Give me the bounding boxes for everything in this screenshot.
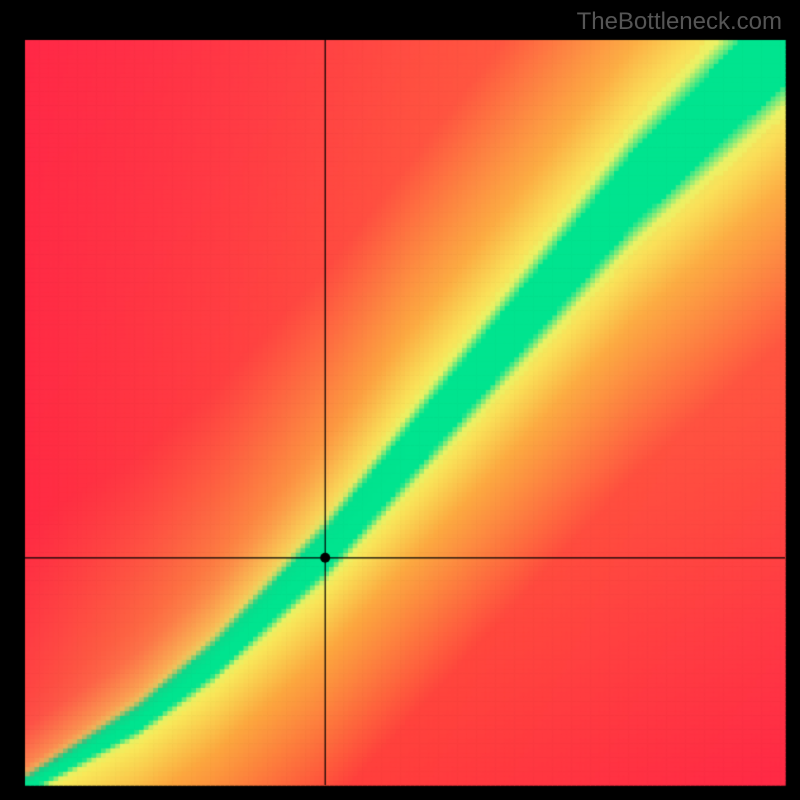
watermark-text: TheBottleneck.com <box>577 8 782 36</box>
heatmap-canvas <box>0 0 800 800</box>
chart-container: TheBottleneck.com <box>0 0 800 800</box>
